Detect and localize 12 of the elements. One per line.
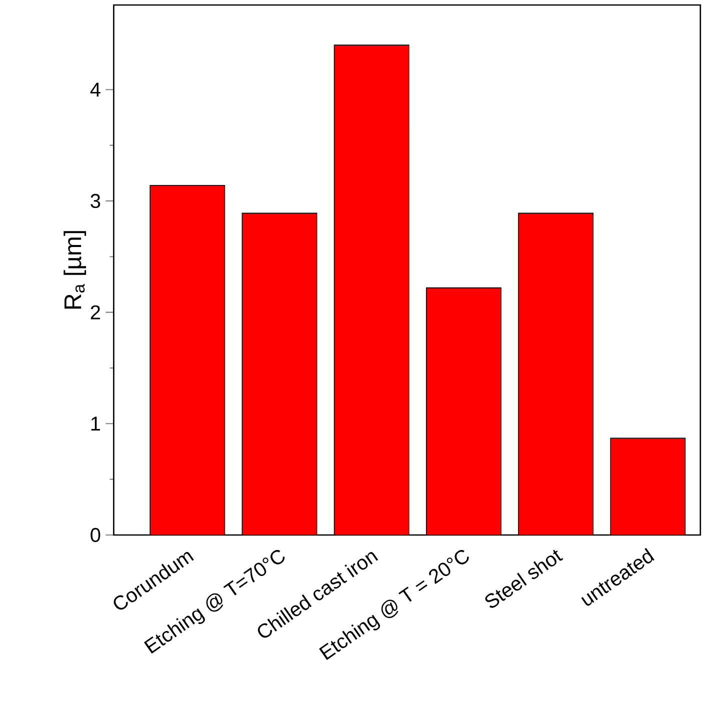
y-tick-label: 4	[90, 82, 101, 96]
y-tick-label: 2	[91, 305, 100, 320]
bar	[334, 45, 410, 535]
bar	[242, 213, 317, 535]
bar	[150, 185, 225, 535]
y-tick-label: 3	[90, 194, 100, 208]
bar	[426, 288, 502, 535]
bar	[518, 213, 594, 535]
y-tick-label: 0	[90, 528, 100, 542]
bar	[610, 438, 686, 535]
y-tick-label: 1	[92, 416, 100, 431]
y-axis-title: R$_{a}$ [µm]	[64, 231, 86, 309]
